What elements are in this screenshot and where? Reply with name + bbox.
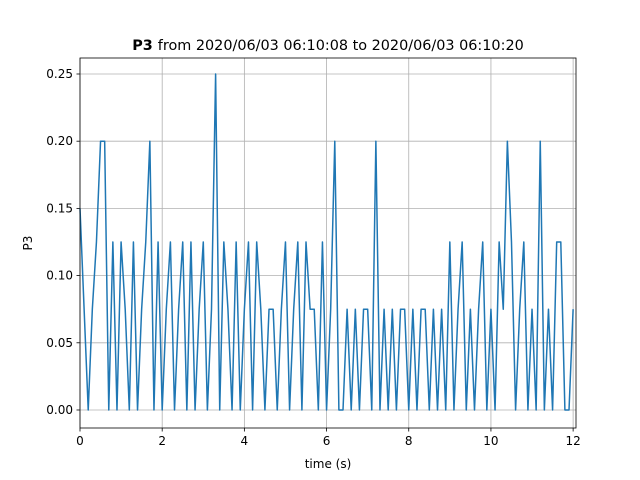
x-tick-label: 0: [76, 434, 84, 448]
plot-frame: [79, 57, 577, 429]
x-axis-label: time (s): [305, 457, 352, 471]
chart-title: P3 from 2020/06/03 06:10:08 to 2020/06/03…: [132, 38, 524, 54]
y-tick-label: 0.20: [46, 134, 73, 148]
x-tick-label: 4: [241, 434, 249, 448]
y-tick-label: 0.25: [46, 67, 73, 81]
x-tick-label: 12: [565, 434, 580, 448]
x-tick-label: 8: [405, 434, 413, 448]
y-tick-label: 0.00: [46, 403, 73, 417]
title-bold: P3: [132, 38, 153, 54]
x-tick-label: 6: [323, 434, 331, 448]
y-tick-label: 0.10: [46, 269, 73, 283]
x-tick-label: 10: [483, 434, 498, 448]
title-text: from 2020/06/03 06:10:08 to 2020/06/03 0…: [158, 38, 524, 54]
y-tick-label: 0.15: [46, 201, 73, 215]
y-tick-label: 0.05: [46, 336, 73, 350]
y-axis-label: P3: [21, 236, 35, 251]
x-tick-label: 2: [158, 434, 166, 448]
data-line: [79, 73, 574, 411]
